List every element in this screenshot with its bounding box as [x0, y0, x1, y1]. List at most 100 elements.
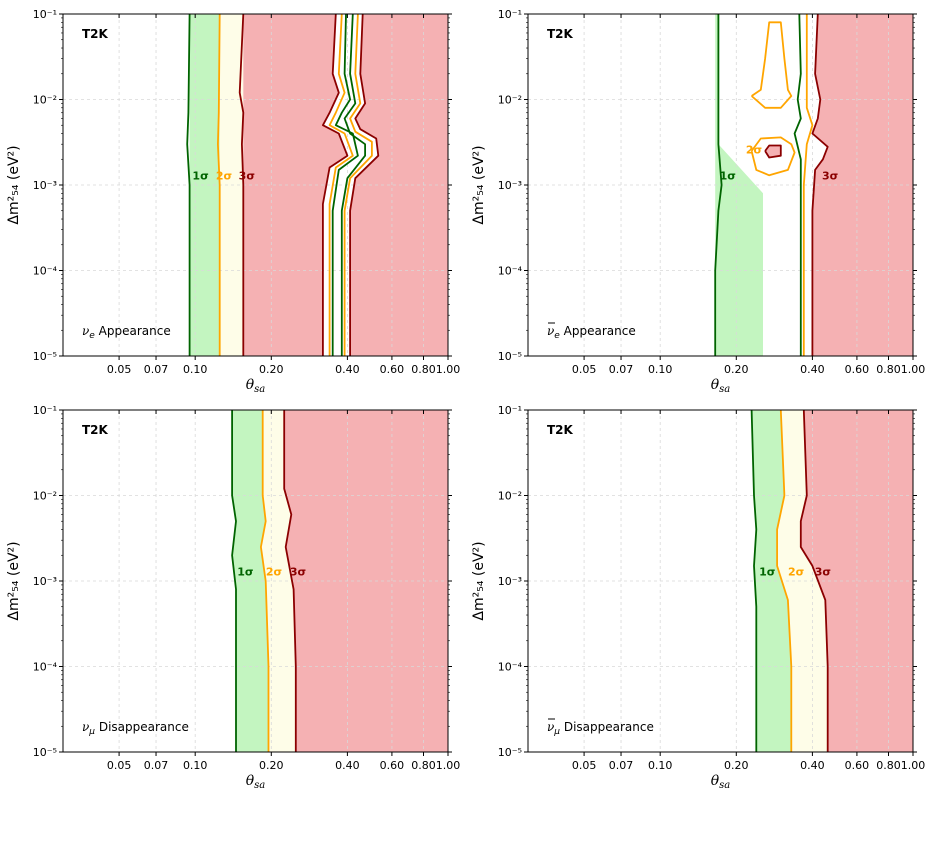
- contour-panel-4: 1σ 2σ 3σ 0.05 0.07 0.10 0.20 0.40 0.60 0.80 1.00 10…: [471, 404, 925, 791]
- experiment-label: T2K: [82, 27, 109, 41]
- x-tick-label: 1.00: [436, 759, 461, 772]
- x-axis-label: θsa: [246, 377, 266, 395]
- experiment-label: T2K: [547, 423, 574, 437]
- y-tick-label: 10⁻⁴: [33, 661, 58, 674]
- x-tick-label: 0.40: [335, 759, 360, 772]
- y-tick-label: 10⁻³: [498, 575, 522, 588]
- x-tick-label: 0.05: [572, 363, 597, 376]
- fill2-region-1: [777, 410, 828, 752]
- sigma3-contour-2: [764, 144, 782, 159]
- y-tick-label: 10⁻³: [33, 179, 57, 192]
- x-axis-label: θsa: [711, 377, 731, 395]
- plot-body: 1σ 2σ 3σ: [63, 14, 448, 356]
- x-tick-label: 0.60: [845, 363, 870, 376]
- sigma1-contour-1: [231, 410, 237, 752]
- x-tick-label: 0.20: [259, 759, 284, 772]
- contour-panel-2: 1σ 2σ 3σ 0.05 0.07 0.10 0.20 0.40 0.60 0.80 1.00 10…: [471, 8, 925, 395]
- x-tick-label: 0.80: [411, 759, 436, 772]
- fill3-region-2: [765, 145, 781, 158]
- process-label: νμ Disappearance: [547, 720, 654, 737]
- sigma2-contour-1: [259, 410, 270, 752]
- contour-label-1sigma: 1σ: [759, 565, 775, 578]
- contour-label-2sigma: 2σ: [746, 144, 762, 157]
- sigma2-contour-3: [751, 21, 793, 109]
- x-tick-label: 0.05: [107, 759, 132, 772]
- x-tick-label: 0.05: [107, 363, 132, 376]
- y-tick-label: 10⁻¹: [498, 404, 522, 417]
- sigma1-contour-3: [340, 14, 367, 356]
- plot-body: 1σ 2σ 3σ: [528, 410, 913, 752]
- sigma3-contour-2: [321, 14, 349, 356]
- contour-label-2sigma: 2σ: [266, 565, 282, 578]
- y-tick-label: 10⁻²: [498, 94, 522, 107]
- x-tick-label: 0.10: [183, 363, 208, 376]
- y-tick-label: 10⁻⁵: [498, 350, 522, 363]
- contour-label-1sigma: 1σ: [720, 169, 736, 182]
- contour-label-3sigma: 3σ: [290, 565, 306, 578]
- x-tick-label: 0.07: [609, 759, 634, 772]
- sigma2-contour-2: [328, 14, 354, 356]
- x-tick-label: 0.07: [144, 759, 169, 772]
- y-tick-label: 10⁻⁵: [33, 746, 57, 759]
- x-tick-label: 0.05: [572, 759, 597, 772]
- x-tick-label: 0.10: [648, 363, 673, 376]
- y-tick-label: 10⁻²: [33, 94, 57, 107]
- sigma3-contour-1: [811, 14, 829, 356]
- y-tick-label: 10⁻²: [498, 490, 522, 503]
- y-tick-label: 10⁻³: [33, 575, 57, 588]
- sigma1-contour-1: [750, 410, 758, 752]
- y-axis-label: Δm²₅₄ (eV²): [6, 541, 22, 620]
- y-tick-label: 10⁻⁴: [498, 265, 523, 278]
- process-label: νμ Disappearance: [82, 720, 189, 737]
- sigma1-contour-1: [186, 14, 191, 356]
- fill3-region-1: [812, 14, 913, 356]
- contour-label-2sigma: 2σ: [788, 565, 804, 578]
- x-tick-label: 0.10: [183, 759, 208, 772]
- sigma2-contour-1: [216, 14, 221, 356]
- y-tick-label: 10⁻⁴: [33, 265, 58, 278]
- x-tick-label: 0.40: [800, 363, 825, 376]
- y-tick-label: 10⁻⁴: [498, 661, 523, 674]
- x-tick-label: 0.60: [380, 759, 405, 772]
- y-axis-label: Δm²₅₄ (eV²): [6, 145, 22, 224]
- sigma2-contour-1: [802, 14, 814, 356]
- plot-body: 1σ 2σ 3σ: [63, 410, 448, 752]
- x-tick-label: 1.00: [901, 759, 926, 772]
- x-axis-label: θsa: [711, 773, 731, 791]
- y-tick-label: 10⁻¹: [33, 8, 57, 21]
- x-tick-label: 0.80: [411, 363, 436, 376]
- experiment-label: T2K: [82, 423, 109, 437]
- sigma1-contour-2: [331, 14, 359, 356]
- y-tick-label: 10⁻⁵: [498, 746, 522, 759]
- y-axis-label: Δm²₅₄ (eV²): [471, 145, 487, 224]
- contour-label-1sigma: 1σ: [192, 169, 208, 182]
- x-tick-label: 1.00: [901, 363, 926, 376]
- x-tick-label: 0.40: [800, 759, 825, 772]
- contour-label-2sigma: 2σ: [216, 169, 232, 182]
- plot-body: 1σ 2σ 3σ: [528, 14, 913, 356]
- experiment-label: T2K: [547, 27, 574, 41]
- sigma2-contour-3: [343, 14, 373, 356]
- contour-label-3sigma: 3σ: [815, 565, 831, 578]
- sigma3-contour-1: [799, 410, 829, 752]
- x-tick-label: 0.80: [876, 759, 901, 772]
- x-tick-label: 0.07: [609, 363, 634, 376]
- x-tick-label: 0.60: [380, 363, 405, 376]
- x-tick-label: 0.10: [648, 759, 673, 772]
- process-label: νe Appearance: [547, 324, 636, 341]
- contour-label-3sigma: 3σ: [239, 169, 255, 182]
- contour-label-3sigma: 3σ: [822, 169, 838, 182]
- sigma1-contour-1: [714, 14, 723, 356]
- x-axis-label: θsa: [246, 773, 266, 791]
- x-tick-label: 1.00: [436, 363, 461, 376]
- sigma3-contour-1: [238, 14, 245, 356]
- sigma3-contour-3: [349, 14, 380, 356]
- y-tick-label: 10⁻¹: [498, 8, 522, 21]
- sigma1-contour-2: [793, 14, 802, 356]
- x-tick-label: 0.20: [724, 363, 749, 376]
- x-tick-label: 0.40: [335, 363, 360, 376]
- process-label: νe Appearance: [82, 324, 171, 341]
- x-tick-label: 0.80: [876, 363, 901, 376]
- sigma2-contour-2: [750, 136, 796, 177]
